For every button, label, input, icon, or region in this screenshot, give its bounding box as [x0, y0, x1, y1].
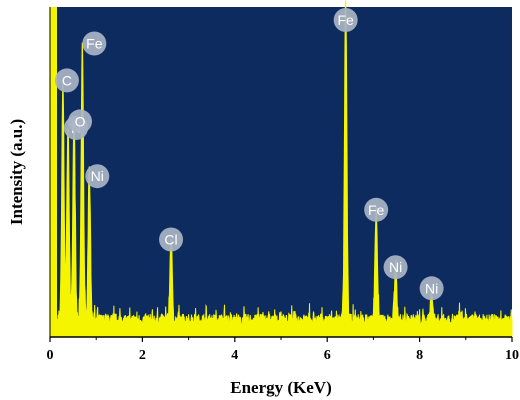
y-axis-title: Intensity (a.u.): [7, 119, 26, 225]
peak-label-layer: CFeNONiClFeFeNiNi: [54, 8, 444, 301]
peak-label-badge: [383, 255, 408, 280]
peak-label-text: Fe: [338, 12, 355, 28]
peak-label-ni: Ni: [383, 255, 408, 280]
zero-energy-peak: [49, 7, 58, 337]
peak-label-badge: [82, 31, 107, 56]
x-tick-label: 10: [505, 348, 519, 363]
x-axis-title: Energy (KeV): [230, 378, 332, 397]
peak-label-o: O: [68, 109, 93, 134]
x-tick-layer: 0 2 4 6 8 10: [47, 337, 519, 363]
peak-label-text: Cl: [164, 232, 177, 248]
spectrum-layer: [49, 0, 513, 338]
peak-label-badge: [364, 197, 389, 222]
peak-label-ni: Ni: [85, 164, 110, 189]
peak-label-text: Ni: [389, 259, 402, 275]
spectrum-trace: [50, 0, 513, 338]
peak-label-fe: Fe: [333, 8, 358, 32]
peak-label-fe: Fe: [364, 197, 389, 222]
peak-label-text: O: [75, 113, 86, 129]
x-tick-label: 6: [324, 348, 331, 363]
peak-label-text: Fe: [86, 36, 103, 52]
peak-label-badge: [85, 164, 110, 189]
x-tick-label: 4: [231, 348, 238, 363]
peak-label-badge: [159, 227, 184, 252]
peak-label-badge: [68, 109, 93, 134]
peak-label-text: Ni: [91, 168, 104, 184]
peak-label-text: C: [62, 72, 72, 88]
peak-label-badge: [54, 68, 79, 93]
x-tick-label: 2: [139, 348, 146, 363]
peak-label-c: C: [54, 68, 79, 93]
peak-label-ni: Ni: [419, 276, 444, 301]
x-tick-label: 0: [47, 348, 54, 363]
peak-label-text: Fe: [368, 202, 385, 218]
peak-label-text: Ni: [425, 280, 438, 296]
peak-label-cl: Cl: [159, 227, 184, 252]
peak-label-badge: [333, 8, 358, 32]
x-tick-label: 8: [416, 348, 423, 363]
peak-label-fe: Fe: [82, 31, 107, 56]
peak-label-badge: [419, 276, 444, 301]
